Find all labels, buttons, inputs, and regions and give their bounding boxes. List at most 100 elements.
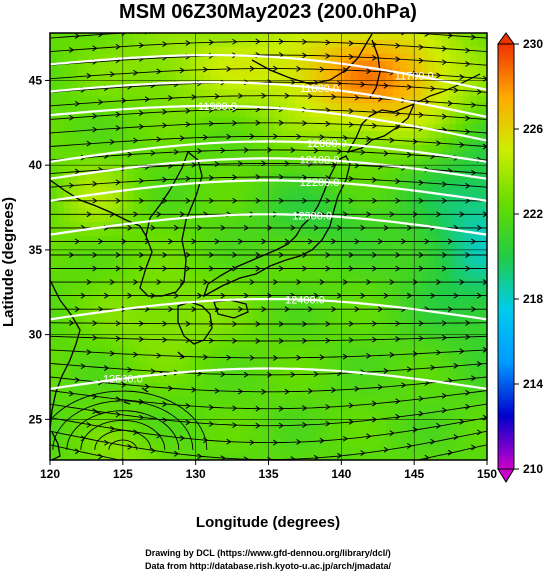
field-cell <box>281 159 289 167</box>
field-cell <box>99 47 107 55</box>
wind-arrow <box>74 448 81 455</box>
field-cell <box>365 425 373 433</box>
field-cell <box>323 236 331 244</box>
field-cell <box>400 222 408 230</box>
field-cell <box>204 299 212 307</box>
field-cell <box>71 124 79 132</box>
field-cell <box>281 313 289 321</box>
wind-arrow <box>360 450 366 456</box>
field-cell <box>155 453 163 460</box>
russia-coast <box>251 33 373 85</box>
wind-arrow <box>98 306 104 313</box>
field-cell <box>176 334 184 342</box>
wind-arrow <box>238 26 242 31</box>
field-cell <box>470 369 478 377</box>
field-cell <box>225 299 233 307</box>
field-cell <box>50 40 58 48</box>
wind-arrow <box>395 178 401 185</box>
field-cell <box>309 411 317 419</box>
field-cell <box>281 229 289 237</box>
wind-arrow <box>441 265 448 272</box>
field-cell <box>379 96 387 104</box>
field-cell <box>64 131 72 139</box>
field-cell <box>435 110 443 118</box>
field-cell <box>57 194 65 202</box>
field-cell <box>414 418 422 426</box>
field-cell <box>64 299 72 307</box>
field-cell <box>323 145 331 153</box>
wind-arrow <box>185 197 191 204</box>
field-cell <box>211 376 219 384</box>
field-cell <box>190 362 198 370</box>
field-cell <box>260 229 268 237</box>
field-cell <box>393 187 401 195</box>
field-cell <box>113 341 121 349</box>
field-cell <box>85 397 93 405</box>
field-cell <box>225 145 233 153</box>
wind-arrow <box>138 265 145 272</box>
field-cell <box>372 390 380 398</box>
wind-arrow <box>185 252 191 258</box>
wind-arrow <box>383 82 389 89</box>
field-cell <box>449 425 457 433</box>
field-cell <box>288 166 296 174</box>
field-cell <box>281 362 289 370</box>
field-cell <box>50 446 58 454</box>
field-cell <box>407 271 415 279</box>
field-cell <box>442 124 450 132</box>
field-cell <box>309 222 317 230</box>
field-cell <box>141 33 149 41</box>
wind-arrow <box>197 453 203 460</box>
field-cell <box>204 173 212 181</box>
field-cell <box>281 61 289 69</box>
field-cell <box>302 369 310 377</box>
field-cell <box>176 110 184 118</box>
field-cell <box>225 250 233 258</box>
field-cell <box>134 201 142 209</box>
field-cell <box>169 348 177 356</box>
field-cell <box>260 341 268 349</box>
field-cell <box>379 453 387 460</box>
field-cell <box>351 54 359 62</box>
field-cell <box>477 215 485 223</box>
field-cell <box>260 47 268 55</box>
wind-arrow <box>331 161 337 168</box>
field-cell <box>127 446 135 454</box>
field-cell <box>337 306 345 314</box>
wind-arrow <box>255 265 261 272</box>
field-cell <box>428 425 436 433</box>
field-cell <box>204 334 212 342</box>
field-cell <box>428 271 436 279</box>
field-cell <box>330 425 338 433</box>
field-cell <box>288 432 296 440</box>
field-cell <box>71 257 79 265</box>
field-cell <box>477 250 485 258</box>
field-cell <box>344 411 352 419</box>
wind-arrow <box>215 26 219 31</box>
field-cell <box>253 180 261 188</box>
field-cell <box>141 327 149 335</box>
field-cell <box>113 418 121 426</box>
wind-arrow <box>208 174 215 181</box>
field-cell <box>295 40 303 48</box>
field-cell <box>393 306 401 314</box>
field-cell <box>274 159 282 167</box>
field-cell <box>393 390 401 398</box>
wind-arrow <box>208 252 215 258</box>
field-cell <box>71 201 79 209</box>
field-cell <box>295 250 303 258</box>
field-cell <box>99 257 107 265</box>
field-cell <box>344 96 352 104</box>
field-cell <box>400 362 408 370</box>
field-cell <box>85 453 93 460</box>
field-cell <box>120 68 128 76</box>
wind-arrow <box>465 319 471 326</box>
wind-arrow <box>232 252 238 258</box>
field-cell <box>260 33 268 41</box>
field-cell <box>78 446 86 454</box>
field-cell <box>379 152 387 160</box>
field-cell <box>274 117 282 125</box>
wind-arrow <box>104 439 110 446</box>
field-cell <box>288 68 296 76</box>
field-cell <box>316 369 324 377</box>
